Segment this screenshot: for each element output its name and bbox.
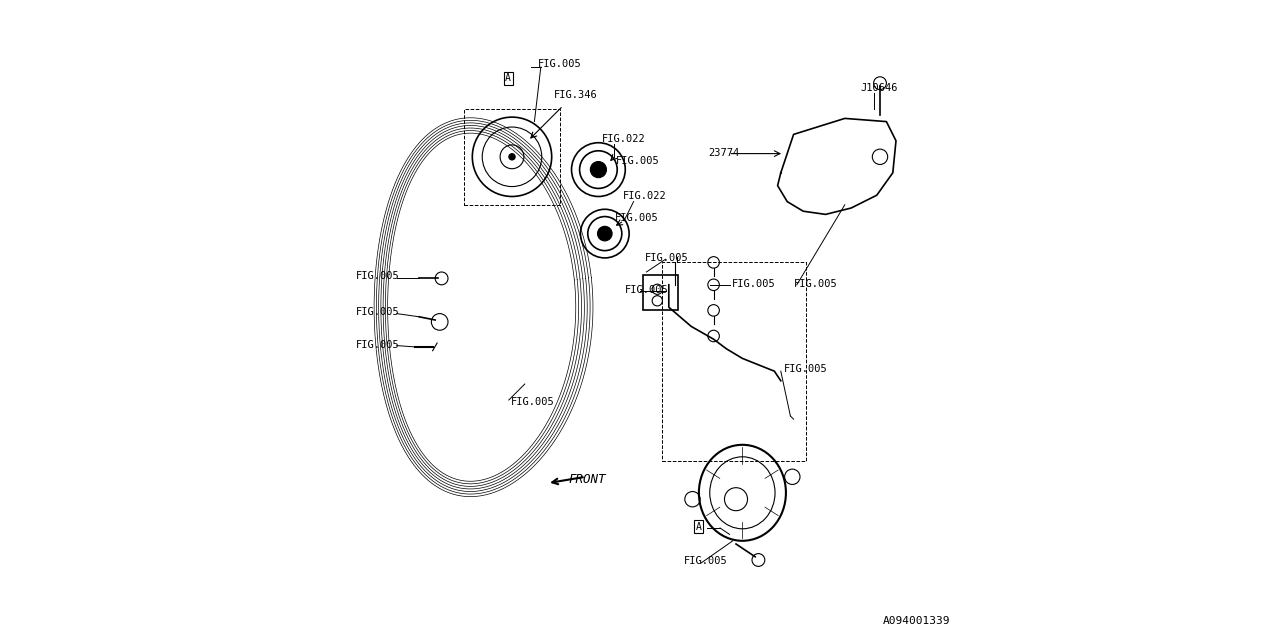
Text: FIG.005: FIG.005 (356, 340, 399, 350)
Text: FIG.346: FIG.346 (554, 90, 598, 100)
Text: FIG.005: FIG.005 (511, 397, 554, 407)
Text: FIG.005: FIG.005 (356, 307, 399, 317)
Text: FIG.005: FIG.005 (732, 278, 776, 289)
Text: FIG.005: FIG.005 (356, 271, 399, 282)
Text: FIG.005: FIG.005 (614, 213, 659, 223)
Bar (663, 262, 806, 461)
Text: FIG.022: FIG.022 (623, 191, 667, 201)
Text: FIG.005: FIG.005 (645, 253, 689, 263)
Text: A094001339: A094001339 (883, 616, 950, 626)
Text: FIG.005: FIG.005 (538, 59, 581, 69)
Circle shape (590, 161, 607, 178)
Text: FIG.005: FIG.005 (684, 556, 728, 566)
Text: FIG.005: FIG.005 (783, 364, 828, 374)
Text: 23774: 23774 (709, 148, 740, 158)
Text: FIG.005: FIG.005 (616, 156, 659, 166)
Circle shape (509, 154, 515, 160)
Text: J10646: J10646 (860, 83, 897, 93)
Text: FIG.005: FIG.005 (794, 278, 838, 289)
Text: A: A (506, 73, 511, 83)
Text: FIG.005: FIG.005 (625, 285, 669, 295)
Bar (465, 109, 561, 205)
Circle shape (598, 227, 612, 241)
Bar (644, 275, 678, 310)
Text: FIG.022: FIG.022 (602, 134, 645, 144)
Text: A: A (696, 522, 701, 532)
Text: FRONT: FRONT (568, 473, 605, 486)
